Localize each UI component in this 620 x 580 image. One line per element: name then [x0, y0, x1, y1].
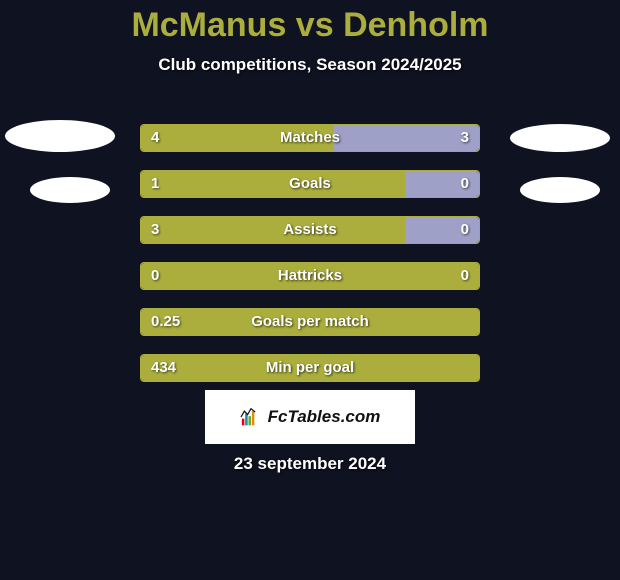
right-ellipse-1: [510, 124, 610, 152]
page-title: McManus vs Denholm: [0, 0, 620, 45]
stat-label: Min per goal: [141, 355, 479, 381]
stats-container: 43Matches 10Goals 30Assists 00Hattricks 0.25…: [140, 124, 480, 400]
stat-row: 30Assists: [140, 216, 480, 244]
page-subtitle: Club competitions, Season 2024/2025: [0, 55, 620, 75]
stat-label: Hattricks: [141, 263, 479, 289]
stat-label: Goals per match: [141, 309, 479, 335]
left-ellipse-1: [5, 120, 115, 152]
stat-row: 00Hattricks: [140, 262, 480, 290]
stat-label: Assists: [141, 217, 479, 243]
right-ellipse-2: [520, 177, 600, 203]
stat-row: 43Matches: [140, 124, 480, 152]
stat-row: 0.25Goals per match: [140, 308, 480, 336]
logo-box: FcTables.com: [205, 390, 415, 444]
bar-chart-icon: [240, 407, 262, 427]
stat-row: 434Min per goal: [140, 354, 480, 382]
logo-text: FcTables.com: [268, 407, 381, 427]
stat-label: Matches: [141, 125, 479, 151]
stat-label: Goals: [141, 171, 479, 197]
date-line: 23 september 2024: [0, 454, 620, 474]
left-ellipse-2: [30, 177, 110, 203]
stat-row: 10Goals: [140, 170, 480, 198]
